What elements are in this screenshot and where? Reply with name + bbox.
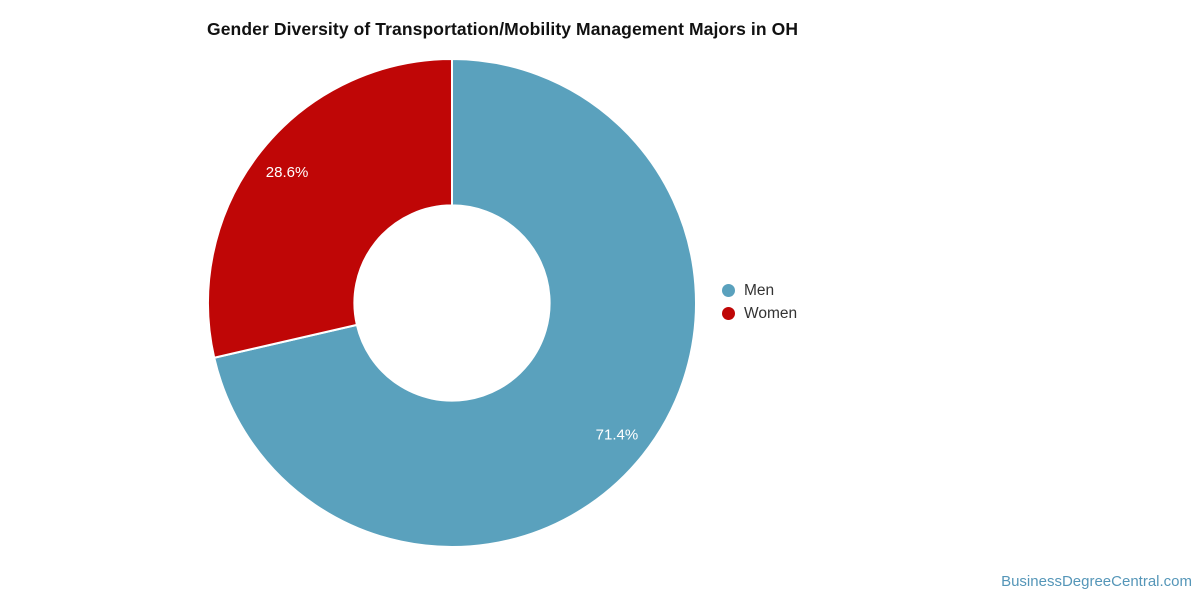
watermark-link[interactable]: BusinessDegreeCentral.com [1001,573,1192,590]
legend-swatch-women-icon [722,307,735,320]
slice-label-men: 71.4% [596,427,639,444]
donut-chart: 71.4% 28.6% [207,58,697,548]
legend: Men Women [722,279,797,325]
legend-label-women: Women [744,304,798,322]
pie-slice-men[interactable] [213,58,697,548]
legend-item-men[interactable]: Men [722,279,797,302]
legend-label-men: Men [744,281,775,299]
pie-slice-women[interactable] [207,58,453,359]
slice-label-women: 28.6% [266,164,309,181]
legend-item-women[interactable]: Women [722,302,797,325]
legend-swatch-men-icon [722,284,735,297]
chart-title: Gender Diversity of Transportation/Mobil… [207,19,799,39]
